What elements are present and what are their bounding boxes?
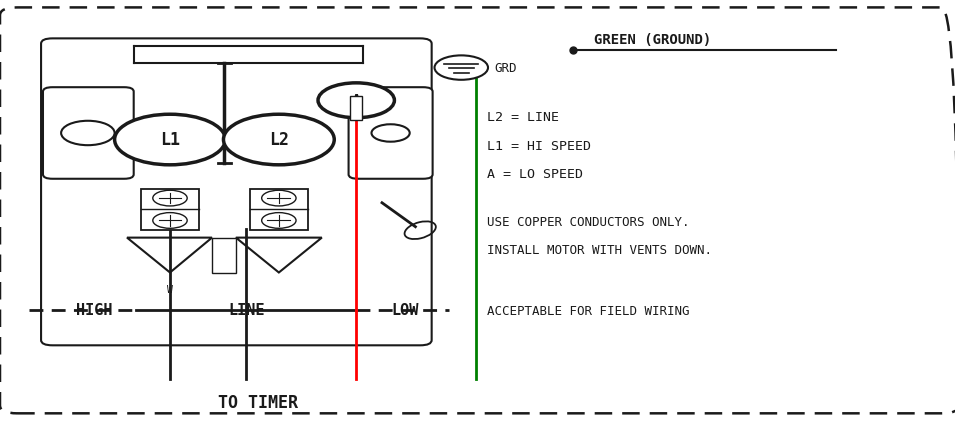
Text: LINE: LINE xyxy=(228,303,265,318)
Bar xyxy=(250,188,308,230)
Text: ACCEPTABLE FOR FIELD WIRING: ACCEPTABLE FOR FIELD WIRING xyxy=(487,305,690,318)
Text: A: A xyxy=(351,94,361,109)
Bar xyxy=(141,188,199,230)
Text: GREEN (GROUND): GREEN (GROUND) xyxy=(594,33,711,47)
Text: L2 = LINE: L2 = LINE xyxy=(487,111,559,124)
Text: A = LO SPEED: A = LO SPEED xyxy=(487,168,584,181)
Circle shape xyxy=(318,83,394,118)
Text: GRD: GRD xyxy=(495,62,518,75)
Text: L2: L2 xyxy=(269,131,288,150)
Text: INSTALL MOTOR WITH VENTS DOWN.: INSTALL MOTOR WITH VENTS DOWN. xyxy=(487,244,712,257)
Text: L1: L1 xyxy=(160,131,180,150)
Circle shape xyxy=(435,55,488,80)
FancyBboxPatch shape xyxy=(41,38,432,345)
Text: W: W xyxy=(167,285,173,295)
FancyBboxPatch shape xyxy=(349,87,433,179)
Bar xyxy=(350,96,362,120)
Text: TO TIMER: TO TIMER xyxy=(218,394,298,412)
Text: L1 = HI SPEED: L1 = HI SPEED xyxy=(487,140,591,153)
Circle shape xyxy=(223,114,334,165)
Text: USE COPPER CONDUCTORS ONLY.: USE COPPER CONDUCTORS ONLY. xyxy=(487,216,690,229)
Text: HIGH: HIGH xyxy=(76,303,113,318)
FancyBboxPatch shape xyxy=(43,87,134,179)
Bar xyxy=(212,238,236,272)
Circle shape xyxy=(115,114,225,165)
Text: LOW: LOW xyxy=(392,303,419,318)
